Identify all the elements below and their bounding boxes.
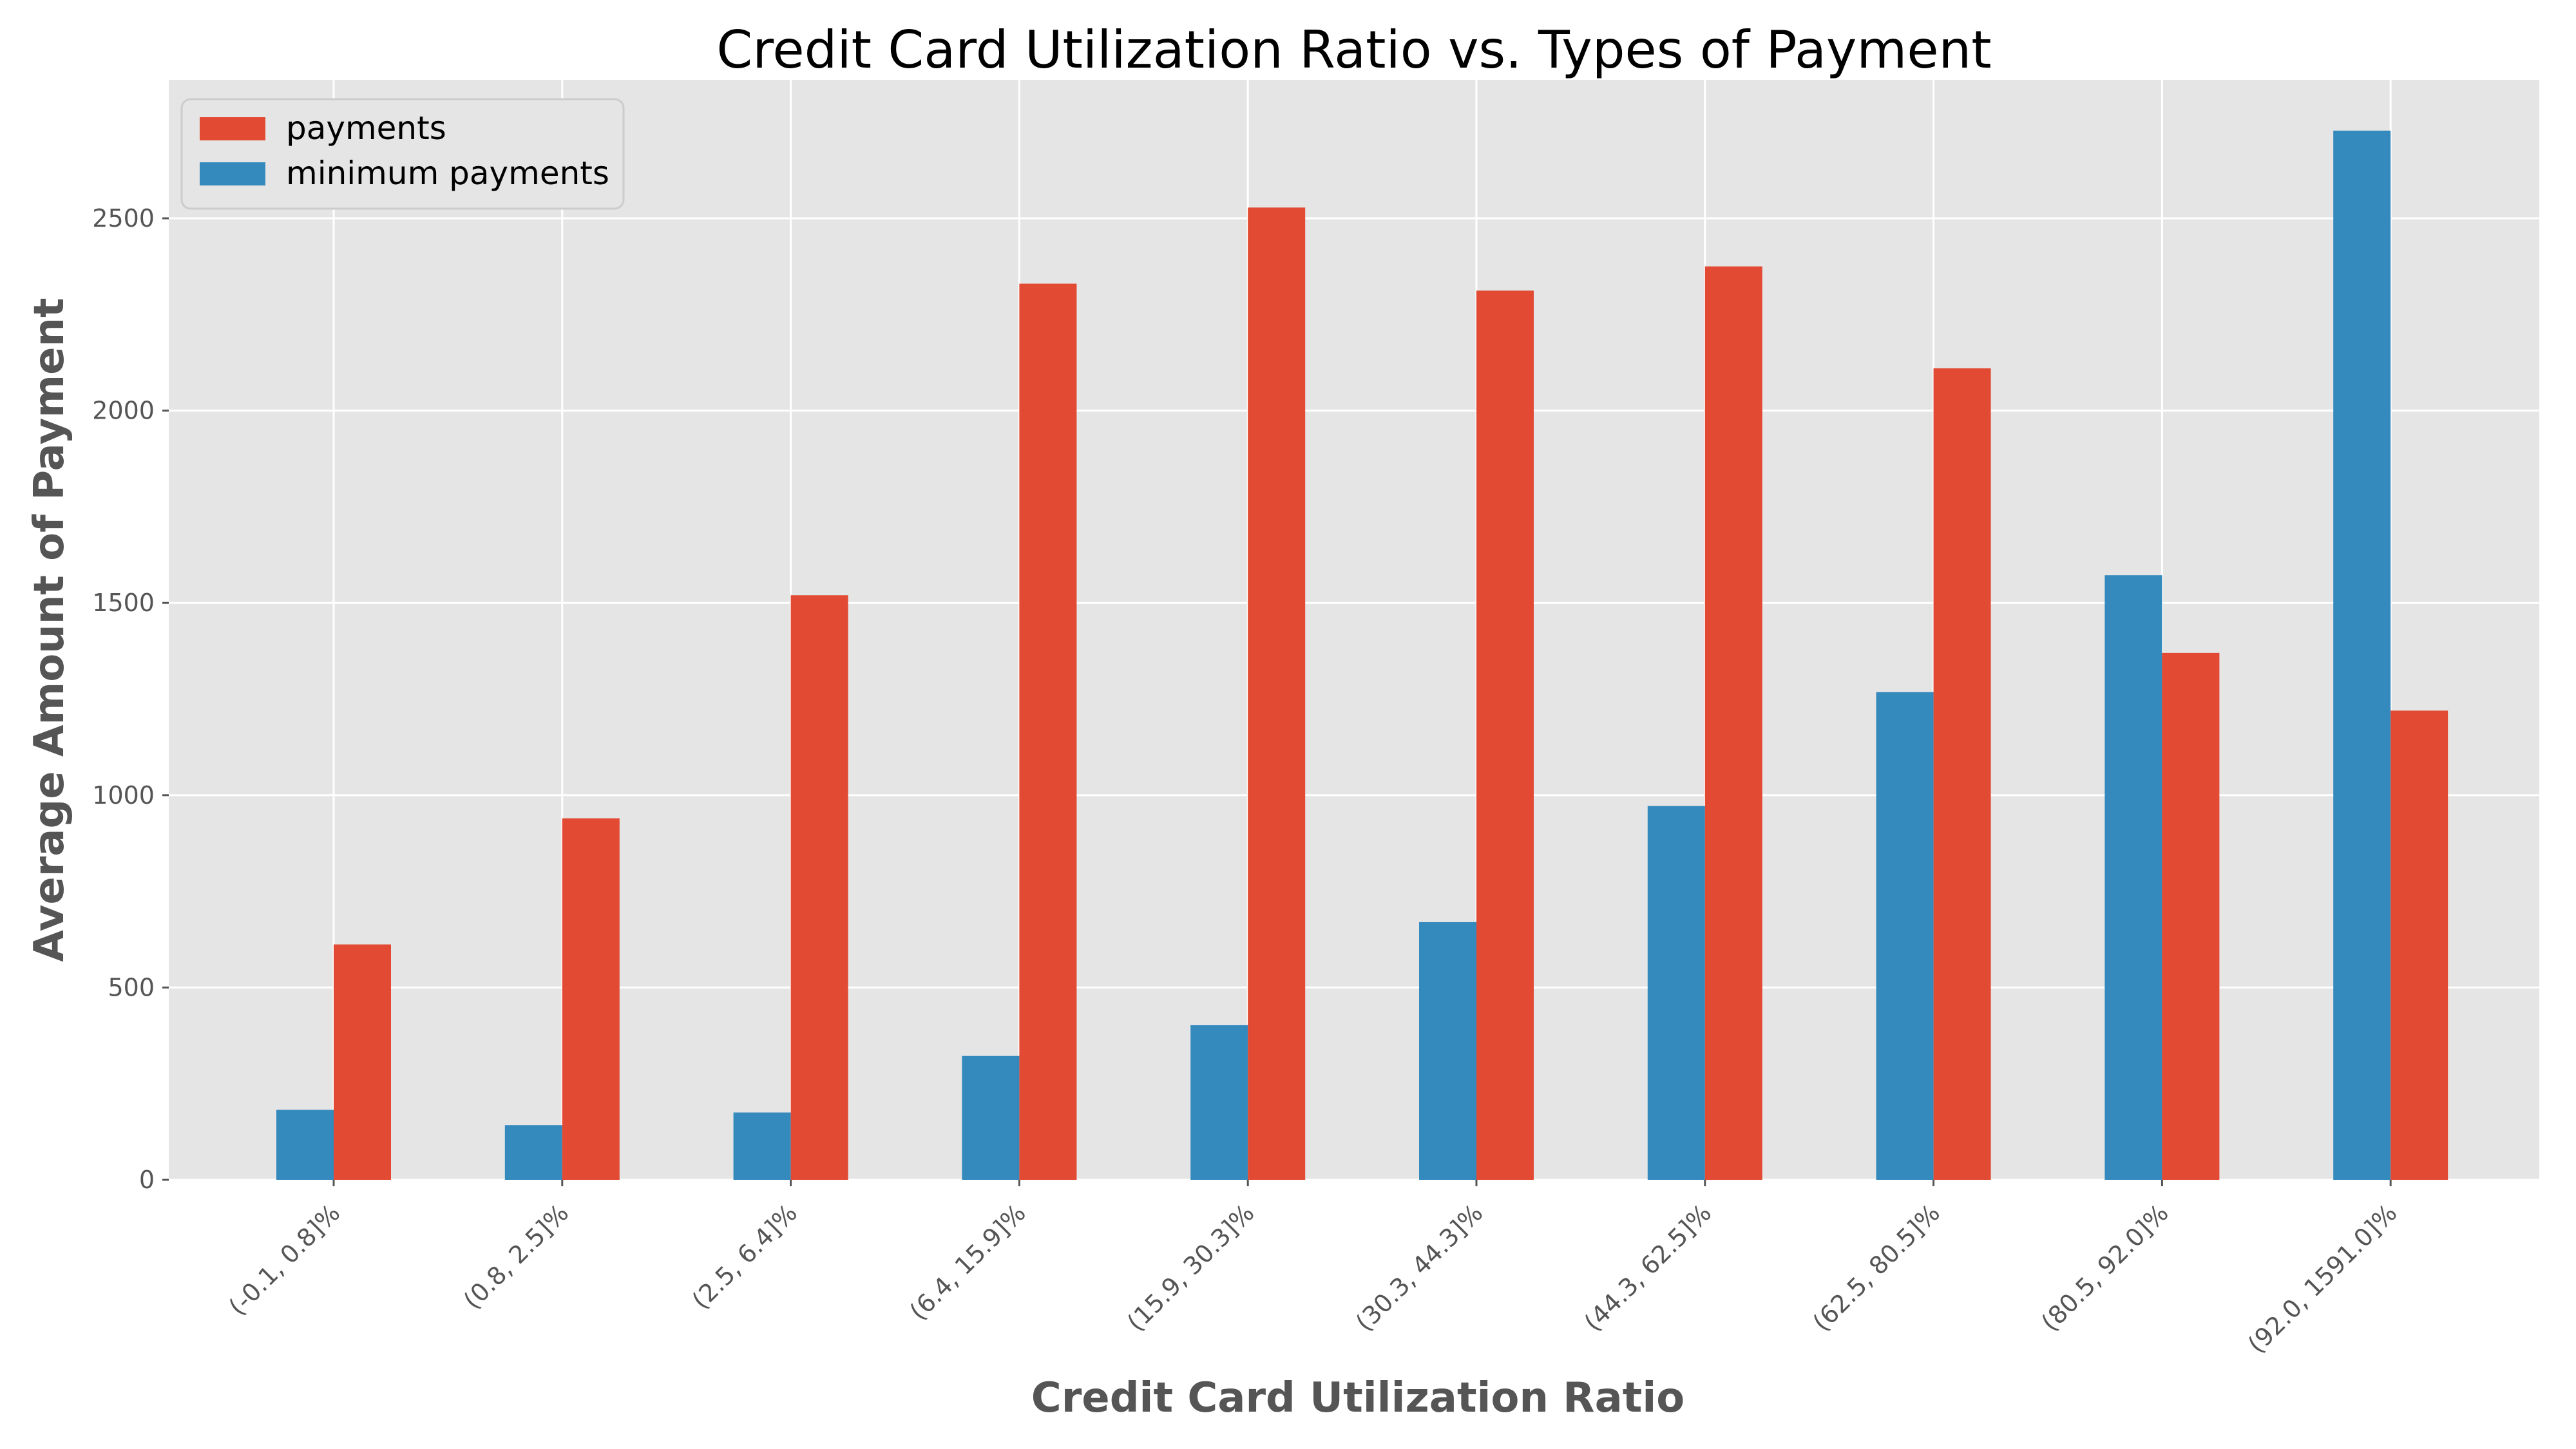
bar-minimum-payments [2333, 130, 2391, 1180]
bar-payments [1248, 207, 1306, 1180]
bar-payments [790, 595, 848, 1180]
y-tick-label: 1500 [92, 589, 155, 617]
legend-swatch-minimum-payments [200, 162, 265, 185]
legend: payments minimum payments [180, 98, 625, 210]
chart-title: Credit Card Utilization Ratio vs. Types … [716, 20, 1991, 80]
bar-minimum-payments [1647, 806, 1705, 1180]
y-tick-label: 0 [139, 1166, 155, 1194]
bar-minimum-payments [276, 1110, 334, 1180]
bar-payments [2162, 652, 2220, 1180]
bar-minimum-payments [733, 1112, 791, 1180]
bar-payments [1704, 266, 1762, 1180]
legend-label-minimum-payments: minimum payments [286, 155, 609, 192]
y-tick-label: 1000 [92, 781, 155, 810]
bar-payments [1019, 283, 1077, 1180]
legend-swatch-payments [200, 117, 265, 140]
bar-payments [2390, 710, 2448, 1180]
bar-payments [1933, 368, 1991, 1180]
legend-label-payments: payments [286, 109, 446, 147]
bar-minimum-payments [504, 1125, 562, 1180]
y-axis-label: Average Amount of Payment [26, 298, 73, 961]
bar-payments [334, 944, 391, 1180]
bar-minimum-payments [1190, 1025, 1248, 1180]
y-tick-label: 2000 [92, 397, 155, 425]
bar-payments [1476, 290, 1534, 1180]
bar-minimum-payments [962, 1056, 1020, 1180]
bar-minimum-payments [2104, 575, 2162, 1180]
legend-box [180, 98, 625, 210]
bars [276, 130, 2448, 1180]
y-tick-label: 500 [108, 973, 155, 1001]
bar-minimum-payments [1876, 692, 1934, 1180]
y-tick-label: 2500 [92, 204, 155, 232]
bar-minimum-payments [1419, 922, 1476, 1180]
bar-payments [562, 818, 620, 1180]
x-axis-label: Credit Card Utilization Ratio [1031, 1374, 1685, 1422]
